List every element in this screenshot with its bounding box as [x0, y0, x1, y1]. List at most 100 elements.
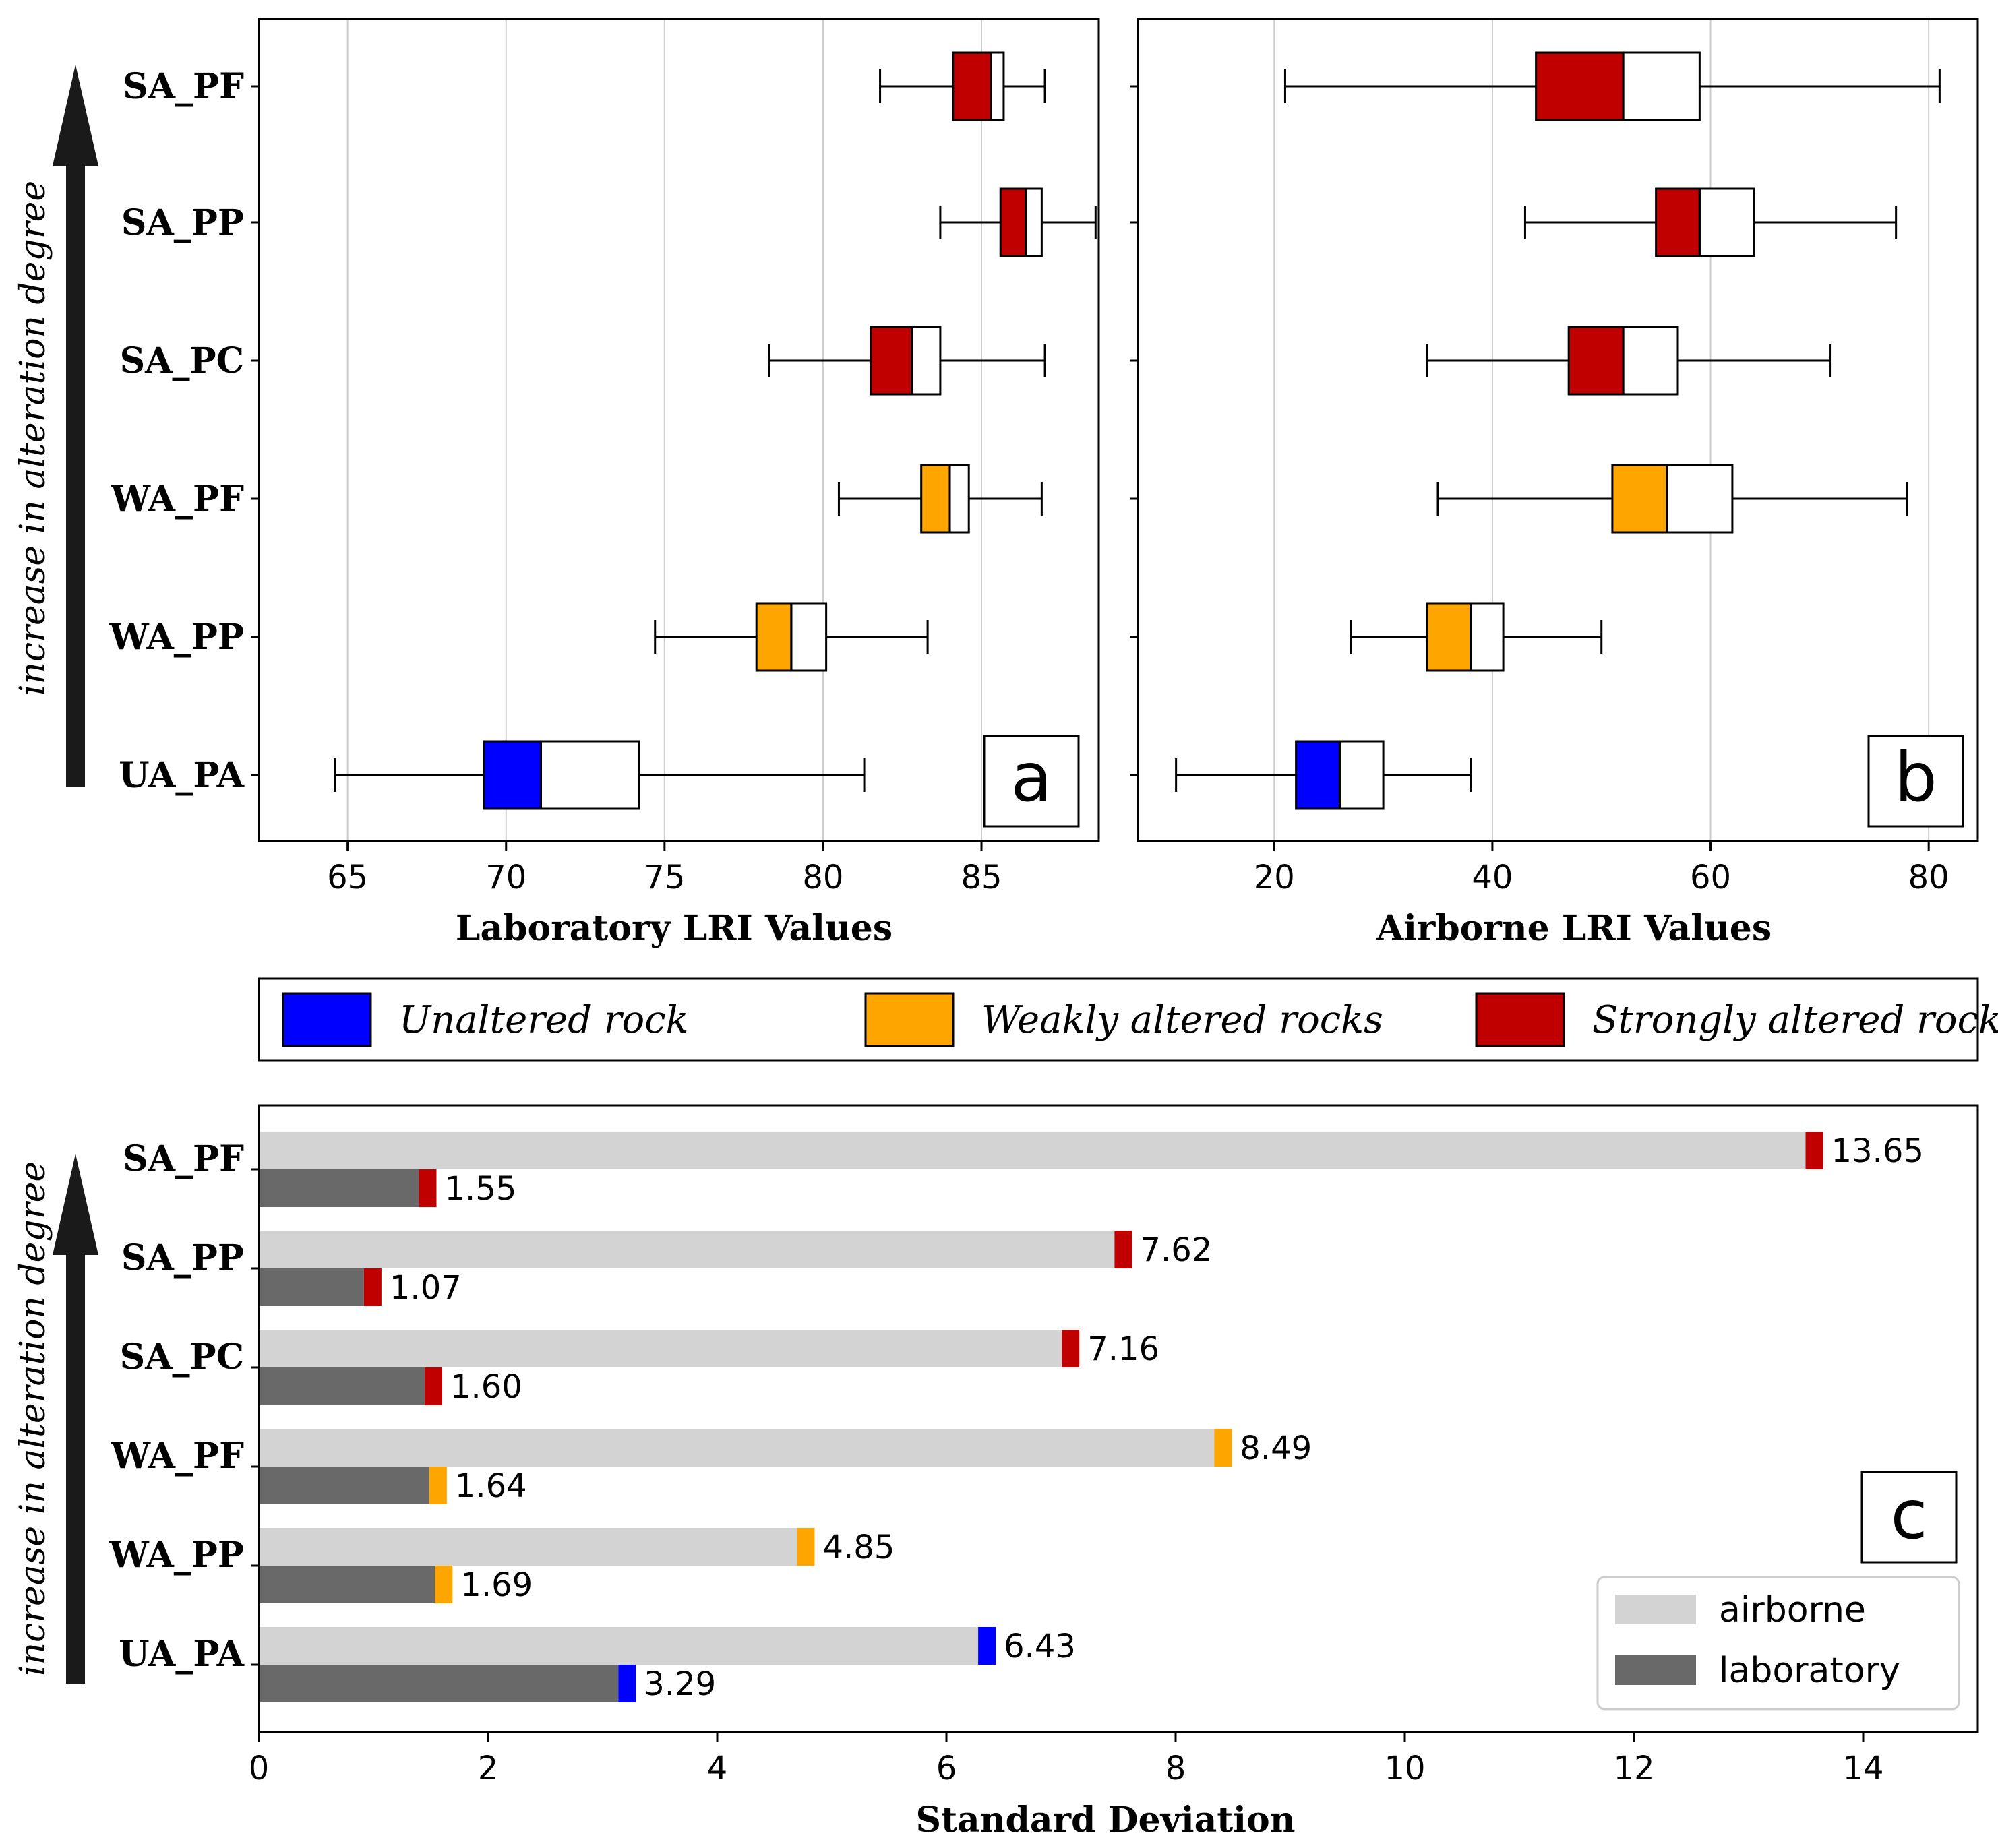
bar-airborne-SA_PP: [259, 1231, 1115, 1268]
y-tick-label: SA_PF: [123, 1138, 244, 1179]
box-upper-half: [1338, 740, 1385, 810]
y-tick-label: SA_PC: [120, 1336, 244, 1378]
value-label-airborne-SA_PF: 13.65: [1832, 1132, 1924, 1170]
legend-swatch-airborne: [1615, 1595, 1696, 1624]
panel-c-x-axis-label: Standard Deviation: [915, 1799, 1295, 1841]
bar-cap-airborne-SA_PC: [1062, 1330, 1080, 1367]
panel-c-legend: airborne laboratory: [1596, 1576, 1960, 1711]
bar-cap-airborne-SA_PF: [1805, 1132, 1823, 1169]
panel-b-x-axis-label: Airborne LRI Values: [1376, 908, 1772, 949]
value-label-airborne-UA_PA: 6.43: [1004, 1628, 1076, 1665]
bar-laboratory-WA_PP: [259, 1566, 435, 1603]
legend-frame: [258, 977, 1979, 1062]
panel-a-boxes: [334, 51, 1097, 810]
x-tick-label: 70: [485, 859, 526, 896]
panel-b-gridlines: [1273, 19, 1930, 841]
arrow-shaft: [66, 159, 85, 787]
value-label-airborne-WA_PF: 8.49: [1240, 1429, 1312, 1467]
panel-a-tag: a: [1010, 738, 1052, 817]
legend-label-strongly: Strongly altered rocks: [1592, 998, 1998, 1042]
legend-swatch-weakly: [864, 992, 955, 1047]
box-lower-half: [1611, 464, 1668, 534]
panel-c-bars: 6.43 3.29 4.85 1.69 8.49 1.64 7.16 1.60 7.62 1.07…: [259, 1132, 1924, 1703]
x-tick-label: 20: [1254, 859, 1295, 896]
value-label-laboratory-UA_PA: 3.29: [644, 1665, 716, 1703]
x-tick-label: 0: [249, 1750, 270, 1787]
bar-cap-laboratory-UA_PA: [618, 1665, 636, 1702]
legend-label-airborne: airborne: [1719, 1590, 1866, 1630]
panel-a-tag-box: [983, 735, 1080, 828]
legend-swatch-strongly: [1475, 992, 1565, 1047]
panel-a-x-axis-label: Laboratory LRI Values: [456, 908, 892, 949]
y-tick-label: WA_PP: [109, 617, 244, 658]
y-tick-label: WA_PP: [109, 1535, 244, 1576]
x-tick-label: 80: [1908, 859, 1949, 896]
x-tick-label: 60: [1690, 859, 1731, 896]
bar-airborne-WA_PP: [259, 1528, 797, 1566]
panel-c-tag-box: [1860, 1471, 1958, 1564]
value-label-laboratory-SA_PC: 1.60: [450, 1368, 522, 1406]
box-upper-half: [1025, 187, 1043, 257]
bar-cap-airborne-UA_PA: [978, 1627, 996, 1665]
panel-c-y-ticks: UA_PA WA_PP WA_PF SA_PC SA_PP SA_PF: [109, 1138, 259, 1675]
x-tick-label: 4: [707, 1750, 728, 1787]
panel-c-x-ticks: 0 2 4 6 8 10 12 14: [249, 1732, 1884, 1787]
y-tick-label: UA_PA: [119, 755, 244, 796]
x-tick-label: 8: [1166, 1750, 1186, 1787]
bar-laboratory-SA_PF: [259, 1169, 419, 1207]
x-tick-label: 75: [644, 859, 685, 896]
panel-c-standard-deviation-bars: 6.43 3.29 4.85 1.69 8.49 1.64 7.16 1.60 7.62 1.07…: [109, 1104, 1979, 1841]
panel-a-y-ticks: UA_PA WA_PP WA_PF SA_PC SA_PP SA_PF: [109, 66, 259, 796]
value-label-laboratory-SA_PP: 1.07: [390, 1269, 462, 1307]
panel-a-gridlines: [346, 19, 983, 841]
box-lower-half: [1655, 187, 1701, 257]
y-tick-label: WA_PF: [111, 479, 245, 520]
bar-airborne-SA_PC: [259, 1330, 1062, 1367]
box-lower-half: [869, 326, 913, 396]
bar-airborne-UA_PA: [259, 1627, 979, 1665]
panel-b-boxes: [1175, 51, 1941, 810]
y-tick-label: SA_PC: [120, 340, 244, 381]
legend-label-weakly: Weakly altered rocks: [981, 998, 1383, 1042]
box-upper-half: [1622, 51, 1701, 121]
bar-cap-airborne-WA_PP: [797, 1528, 815, 1566]
y-tick-label: SA_PP: [121, 1237, 244, 1279]
bar-cap-laboratory-SA_PP: [363, 1268, 382, 1306]
box-lower-half: [999, 187, 1027, 257]
arrow-head: [53, 1154, 98, 1255]
bar-laboratory-SA_PC: [259, 1367, 425, 1405]
box-upper-half: [1622, 326, 1679, 396]
x-tick-label: 65: [327, 859, 368, 896]
legend-label-unaltered: Unaltered rock: [399, 998, 689, 1042]
box-WA_PF: [1436, 464, 1908, 534]
value-label-airborne-SA_PC: 7.16: [1087, 1330, 1159, 1368]
panel-b-tag-box: [1867, 735, 1964, 828]
panel-a-frame: [258, 18, 1100, 842]
y-tick-label: SA_PF: [123, 66, 244, 107]
box-lower-half: [952, 51, 992, 121]
bar-laboratory-WA_PF: [259, 1467, 429, 1504]
x-tick-label: 14: [1842, 1750, 1883, 1787]
bar-cap-airborne-SA_PP: [1114, 1231, 1132, 1268]
value-label-laboratory-WA_PF: 1.64: [455, 1467, 527, 1505]
value-label-airborne-WA_PP: 4.85: [823, 1529, 895, 1566]
bar-cap-airborne-WA_PF: [1214, 1429, 1232, 1467]
bar-laboratory-SA_PP: [259, 1268, 364, 1306]
value-label-airborne-SA_PP: 7.62: [1140, 1231, 1212, 1269]
bar-airborne-SA_PF: [259, 1132, 1806, 1169]
panel-b-airborne-boxplot: 20 40 60 80 Airborne LRI Values b: [1130, 18, 1979, 949]
arrow-shaft: [66, 1248, 85, 1684]
panel-b-tag: b: [1894, 738, 1937, 817]
box-SA_PC: [768, 326, 1046, 396]
y-tick-label: WA_PF: [111, 1436, 245, 1477]
box-lower-half: [1426, 602, 1472, 672]
alteration-legend: Unaltered rock Weakly altered rocks Strong…: [258, 977, 1998, 1062]
box-lower-half: [1567, 326, 1625, 396]
panel-b-y-ticks: [1130, 85, 1138, 776]
box-WA_PF: [837, 464, 1043, 534]
alteration-arrows: increase in alteration degree increase in…: [13, 65, 98, 1684]
bar-laboratory-UA_PA: [259, 1665, 619, 1702]
x-tick-label: 80: [802, 859, 843, 896]
box-lower-half: [483, 740, 542, 810]
